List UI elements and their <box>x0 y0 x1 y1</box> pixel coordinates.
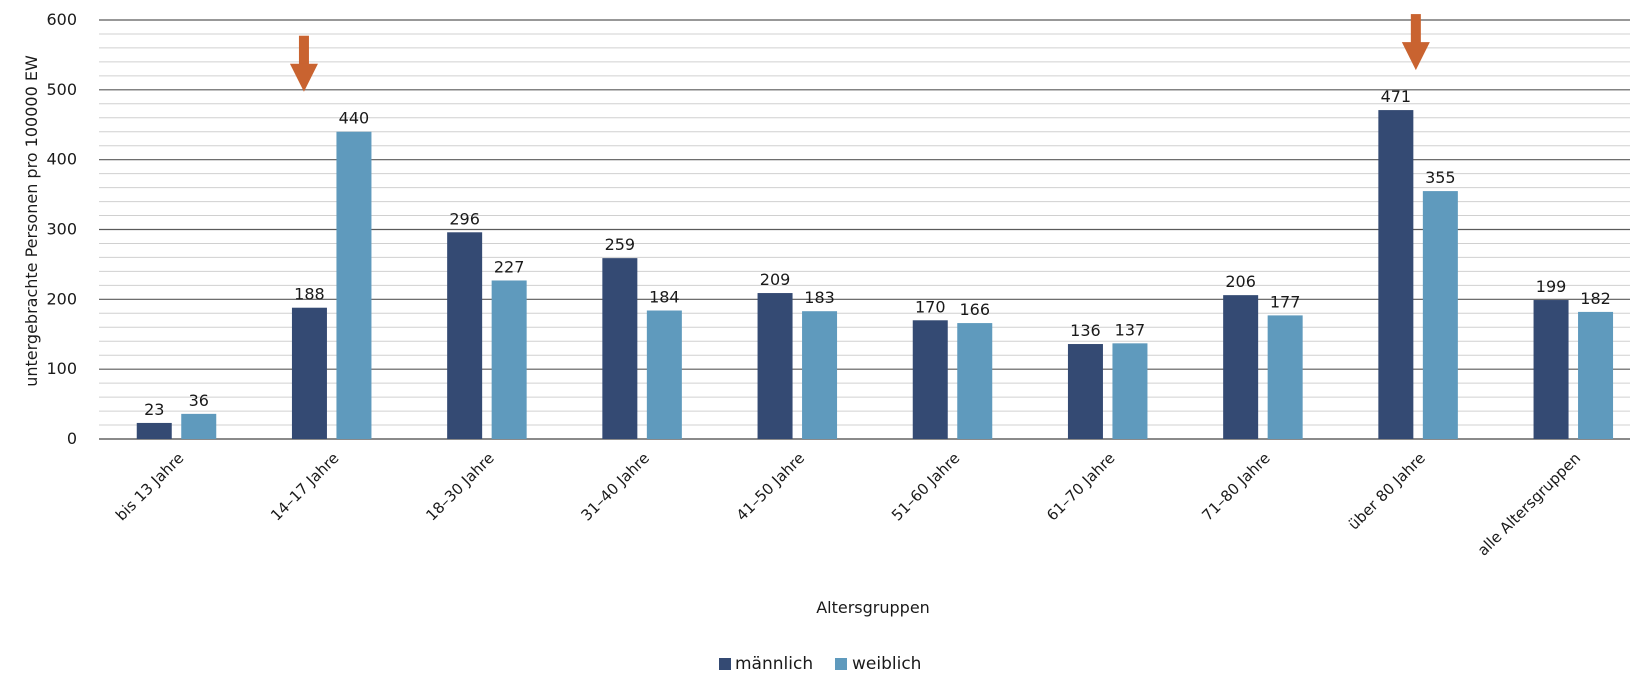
y-tick-label: 300 <box>46 220 77 239</box>
x-axis-categories: bis 13 Jahre 14–17 Jahre 18–30 Jahre 31–40 … <box>112 449 1584 559</box>
y-tick-label: 100 <box>46 359 77 378</box>
bar-weiblich-alle-altersgruppen <box>1578 311 1614 439</box>
y-axis-ticks: 0 100 200 300 400 500 600 <box>46 10 77 448</box>
y-tick-label: 0 <box>67 429 77 448</box>
bar-weiblich-71-80-jahre <box>1267 315 1303 439</box>
data-label-weiblich-31-40-jahre: 184 <box>649 288 680 307</box>
x-tick-label: 18–30 Jahre <box>422 449 497 524</box>
bar-weiblich-31-40-jahre <box>646 310 682 439</box>
bar-weiblich-ber-80-jahre <box>1422 191 1458 439</box>
annotation-arrow <box>1401 14 1430 71</box>
bar-weiblich-14-17-jahre <box>336 131 372 439</box>
bar-weiblich-51-60-jahre <box>957 323 993 439</box>
x-axis-title: Altersgruppen <box>816 598 930 617</box>
bar-weiblich-18-30-jahre <box>491 280 527 439</box>
data-label-m-nnlich-51-60-jahre: 170 <box>915 297 946 316</box>
bar-m-nnlich-61-70-jahre <box>1067 344 1103 439</box>
x-tick-label: 14–17 Jahre <box>267 449 342 524</box>
x-tick-label: bis 13 Jahre <box>112 449 187 524</box>
x-tick-label: 51–60 Jahre <box>888 449 963 524</box>
x-tick-label: alle Altersgruppen <box>1474 449 1584 559</box>
data-label-weiblich-18-30-jahre: 227 <box>494 257 525 276</box>
bar-weiblich-bis-13-jahre <box>181 413 217 439</box>
arrow-head <box>1401 42 1430 71</box>
data-label-weiblich-14-17-jahre: 440 <box>339 109 370 128</box>
data-label-weiblich-bis-13-jahre: 36 <box>189 391 209 410</box>
arrow-head <box>289 63 318 92</box>
bar-m-nnlich-14-17-jahre <box>291 307 327 439</box>
data-label-weiblich-alle-altersgruppen: 182 <box>1580 289 1611 308</box>
data-label-m-nnlich-71-80-jahre: 206 <box>1225 272 1256 291</box>
data-label-m-nnlich-ber-80-jahre: 471 <box>1381 87 1412 106</box>
legend: männlich weiblich <box>719 654 921 674</box>
data-label-m-nnlich-bis-13-jahre: 23 <box>144 400 164 419</box>
arrow-stem <box>1410 14 1421 45</box>
x-tick-label: 41–50 Jahre <box>733 449 808 524</box>
legend-label-maennlich: männlich <box>735 654 813 674</box>
legend-label-weiblich: weiblich <box>852 654 921 674</box>
x-tick-label: 61–70 Jahre <box>1043 449 1118 524</box>
bar-weiblich-41-50-jahre <box>802 311 838 439</box>
annotation-arrows <box>289 14 1430 92</box>
y-axis-title: untergebrachte Personen pro 100000 EW <box>22 55 41 387</box>
data-label-m-nnlich-alle-altersgruppen: 199 <box>1536 277 1567 296</box>
data-label-m-nnlich-18-30-jahre: 296 <box>449 209 480 228</box>
data-label-m-nnlich-14-17-jahre: 188 <box>294 285 325 304</box>
bar-m-nnlich-alle-altersgruppen <box>1533 300 1569 439</box>
bar-m-nnlich-71-80-jahre <box>1223 295 1259 439</box>
bars <box>136 110 1614 440</box>
legend-swatch-weiblich <box>835 658 847 670</box>
data-label-weiblich-51-60-jahre: 166 <box>959 300 990 319</box>
bar-m-nnlich-51-60-jahre <box>912 320 948 439</box>
bar-weiblich-61-70-jahre <box>1112 343 1148 439</box>
data-label-m-nnlich-61-70-jahre: 136 <box>1070 321 1101 340</box>
y-tick-label: 200 <box>46 289 77 308</box>
data-label-weiblich-ber-80-jahre: 355 <box>1425 168 1456 187</box>
data-label-m-nnlich-31-40-jahre: 259 <box>605 235 636 254</box>
x-tick-label: 31–40 Jahre <box>578 449 653 524</box>
data-label-m-nnlich-41-50-jahre: 209 <box>760 270 791 289</box>
bar-m-nnlich-31-40-jahre <box>602 258 638 439</box>
x-tick-label: 71–80 Jahre <box>1198 449 1273 524</box>
data-labels: 23 36 188 440 296 227 259 184 209 183 170 166 136 137… <box>144 87 1611 419</box>
annotation-arrow <box>289 35 318 92</box>
bar-m-nnlich-ber-80-jahre <box>1378 110 1414 440</box>
bar-m-nnlich-bis-13-jahre <box>136 422 172 439</box>
data-label-weiblich-71-80-jahre: 177 <box>1270 292 1301 311</box>
legend-swatch-maennlich <box>719 658 731 670</box>
data-label-weiblich-61-70-jahre: 137 <box>1115 320 1146 339</box>
y-tick-label: 500 <box>46 80 77 99</box>
bar-m-nnlich-41-50-jahre <box>757 293 793 439</box>
data-label-weiblich-41-50-jahre: 183 <box>804 288 835 307</box>
y-tick-label: 600 <box>46 10 77 29</box>
x-tick-label: über 80 Jahre <box>1345 449 1429 533</box>
bar-m-nnlich-18-30-jahre <box>447 232 483 439</box>
y-tick-label: 400 <box>46 150 77 169</box>
arrow-stem <box>298 35 309 66</box>
